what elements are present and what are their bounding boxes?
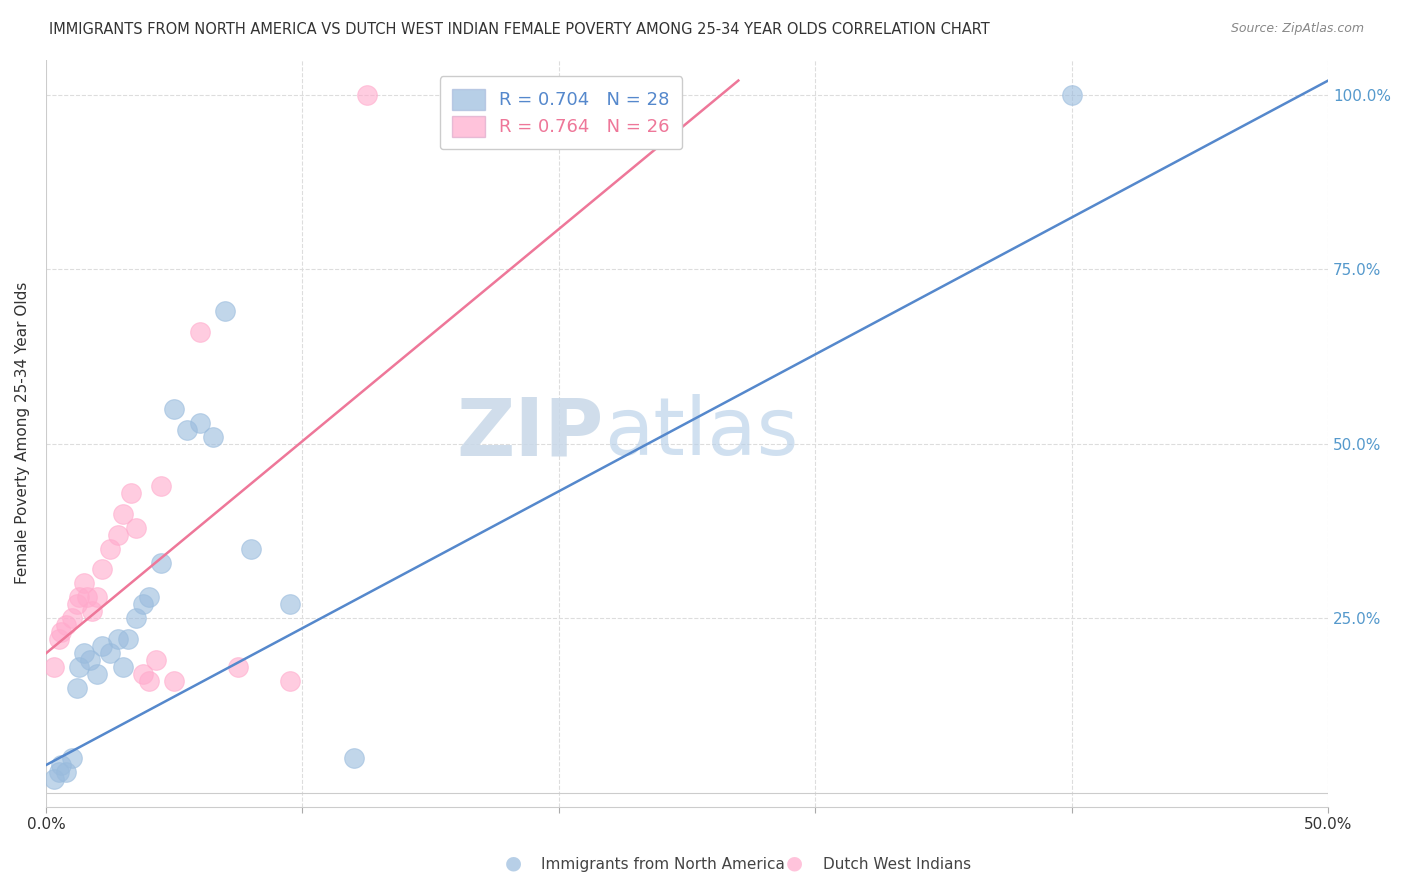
Point bbox=[176, 423, 198, 437]
Point bbox=[66, 681, 89, 696]
Point bbox=[150, 556, 173, 570]
Point bbox=[86, 591, 108, 605]
Point bbox=[138, 591, 160, 605]
Point bbox=[67, 591, 90, 605]
Point bbox=[214, 304, 236, 318]
Point bbox=[226, 660, 249, 674]
Point bbox=[86, 667, 108, 681]
Point bbox=[201, 430, 224, 444]
Point bbox=[278, 674, 301, 689]
Point bbox=[51, 625, 73, 640]
Point bbox=[111, 507, 134, 521]
Point bbox=[356, 87, 378, 102]
Point bbox=[125, 520, 148, 534]
Point bbox=[117, 632, 139, 647]
Point bbox=[98, 646, 121, 660]
Point bbox=[343, 751, 366, 765]
Point bbox=[150, 478, 173, 492]
Point bbox=[82, 604, 104, 618]
Point bbox=[60, 611, 83, 625]
Point bbox=[132, 667, 155, 681]
Point bbox=[60, 751, 83, 765]
Point bbox=[132, 598, 155, 612]
Point bbox=[145, 653, 167, 667]
Point bbox=[79, 653, 101, 667]
Text: Source: ZipAtlas.com: Source: ZipAtlas.com bbox=[1230, 22, 1364, 36]
Point bbox=[107, 527, 129, 541]
Point bbox=[55, 765, 77, 780]
Point bbox=[42, 660, 65, 674]
Point bbox=[73, 646, 96, 660]
Point bbox=[111, 660, 134, 674]
Text: atlas: atlas bbox=[603, 394, 799, 472]
Point bbox=[163, 401, 186, 416]
Point bbox=[107, 632, 129, 647]
Point bbox=[67, 660, 90, 674]
Point bbox=[188, 416, 211, 430]
Point bbox=[51, 758, 73, 772]
Point bbox=[91, 562, 114, 576]
Point bbox=[138, 674, 160, 689]
Text: ●: ● bbox=[505, 854, 522, 872]
Point bbox=[1060, 87, 1083, 102]
Point bbox=[73, 576, 96, 591]
Text: ●: ● bbox=[786, 854, 803, 872]
Point bbox=[48, 632, 70, 647]
Point bbox=[125, 611, 148, 625]
Point bbox=[163, 674, 186, 689]
Text: IMMIGRANTS FROM NORTH AMERICA VS DUTCH WEST INDIAN FEMALE POVERTY AMONG 25-34 YE: IMMIGRANTS FROM NORTH AMERICA VS DUTCH W… bbox=[49, 22, 990, 37]
Text: ZIP: ZIP bbox=[457, 394, 603, 472]
Point bbox=[42, 772, 65, 786]
Point bbox=[278, 598, 301, 612]
Point bbox=[91, 640, 114, 654]
Point bbox=[55, 618, 77, 632]
Text: Immigrants from North America: Immigrants from North America bbox=[541, 857, 785, 872]
Point bbox=[98, 541, 121, 556]
Point bbox=[66, 598, 89, 612]
Text: Dutch West Indians: Dutch West Indians bbox=[823, 857, 970, 872]
Point bbox=[48, 765, 70, 780]
Point bbox=[120, 485, 142, 500]
Legend: R = 0.704   N = 28, R = 0.764   N = 26: R = 0.704 N = 28, R = 0.764 N = 26 bbox=[440, 76, 682, 149]
Y-axis label: Female Poverty Among 25-34 Year Olds: Female Poverty Among 25-34 Year Olds bbox=[15, 282, 30, 584]
Point bbox=[188, 325, 211, 339]
Point bbox=[240, 541, 263, 556]
Point bbox=[76, 591, 98, 605]
